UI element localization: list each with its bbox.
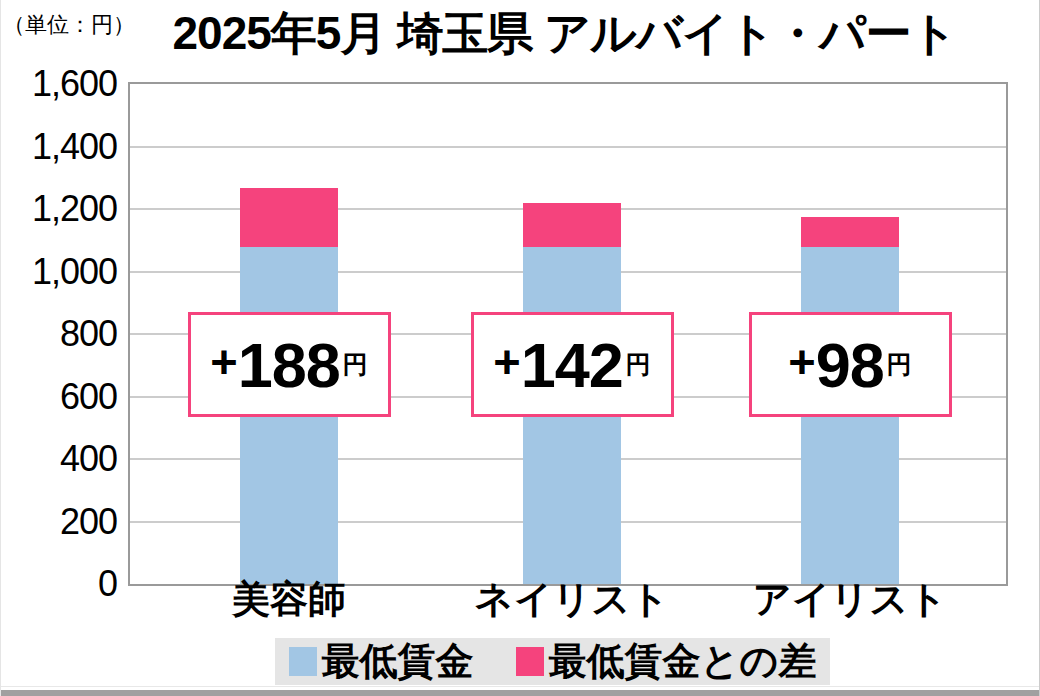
callout-unit: 円 — [623, 348, 651, 381]
callout-number: 98 — [816, 329, 884, 401]
bar-wage-difference — [801, 217, 899, 248]
bottom-bar — [0, 690, 1040, 696]
x-axis-label: ネイリスト — [475, 574, 669, 625]
callout-number: 142 — [521, 329, 623, 401]
gridline — [130, 146, 1006, 148]
callout-unit: 円 — [340, 348, 368, 381]
callout-unit: 円 — [884, 348, 912, 381]
legend-item: 最低賃金との差 — [516, 636, 817, 687]
callout-box: +98円 — [749, 312, 952, 417]
legend: 最低賃金 最低賃金との差 — [275, 638, 830, 685]
bar-wage-difference — [523, 203, 621, 247]
legend-label: 最低賃金との差 — [549, 636, 817, 687]
y-tick-label: 1,200 — [0, 191, 117, 227]
legend-swatch — [289, 647, 317, 676]
chart-page: （単位：円） 2025年5月 埼玉県 アルバイト・パート 0 200 400 600 8… — [0, 0, 1040, 696]
y-tick-label: 800 — [0, 316, 117, 352]
callout-box: +188円 — [188, 312, 391, 417]
callout-plus: + — [493, 334, 520, 389]
y-tick-label: 1,400 — [0, 129, 117, 165]
legend-swatch — [516, 647, 544, 676]
x-axis-label: 美容師 — [232, 574, 346, 625]
bar-wage-difference — [240, 188, 338, 247]
y-tick-label: 1,000 — [0, 254, 117, 290]
y-tick-label: 600 — [0, 379, 117, 415]
callout-plus: + — [788, 334, 815, 389]
legend-label: 最低賃金 — [322, 636, 474, 687]
y-tick-label: 0 — [0, 566, 117, 602]
left-border — [0, 0, 1, 696]
y-tick-label: 1,600 — [0, 66, 117, 102]
callout-number: 188 — [238, 329, 340, 401]
callout-plus: + — [210, 334, 237, 389]
unit-label: （単位：円） — [3, 10, 135, 40]
bottom-divider — [0, 686, 1040, 687]
legend-item: 最低賃金 — [289, 636, 474, 687]
callout-box: +142円 — [471, 312, 674, 417]
x-axis-label: アイリスト — [753, 574, 947, 625]
y-tick-label: 200 — [0, 504, 117, 540]
chart-title: 2025年5月 埼玉県 アルバイト・パート — [128, 3, 1001, 65]
y-tick-label: 400 — [0, 441, 117, 477]
